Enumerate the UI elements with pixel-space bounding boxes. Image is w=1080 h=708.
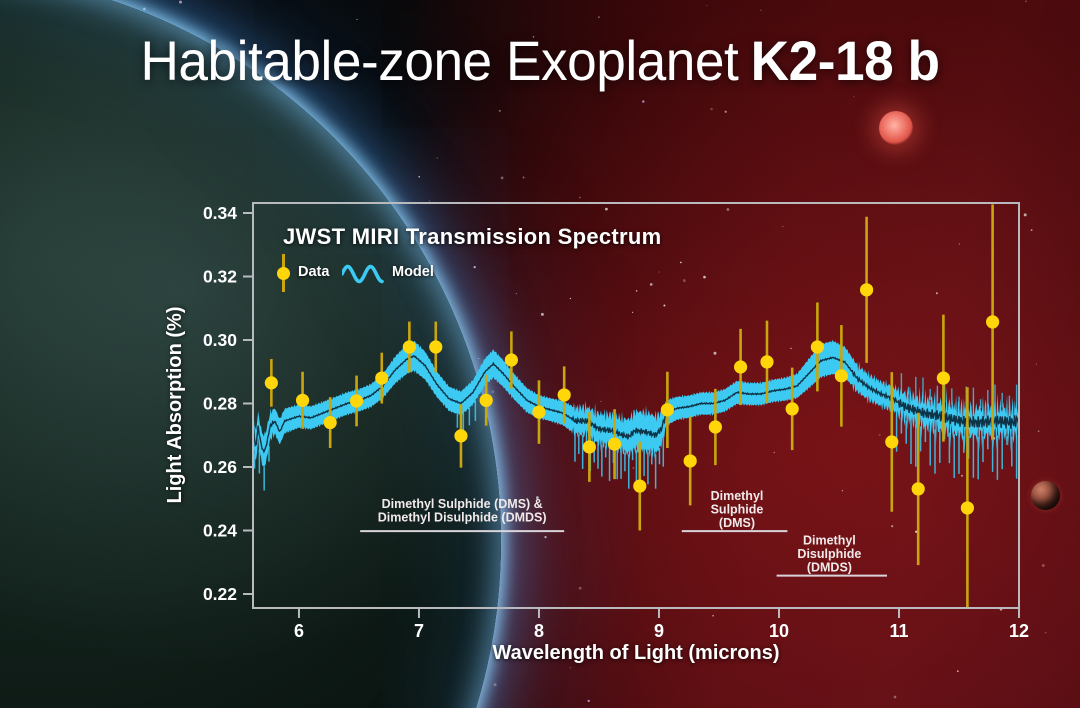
title-regular: Habitable-zone Exoplanet xyxy=(140,29,739,92)
page-title: Habitable-zone Exoplanet K2-18 b xyxy=(27,30,1053,92)
legend-model-squiggle-icon xyxy=(342,264,384,284)
y-axis-label: Light Absorption (%) xyxy=(164,306,186,504)
legend-model-label: Model xyxy=(392,264,434,280)
title-planet-name: K2-18 b xyxy=(750,29,940,92)
small-companion-planet xyxy=(1031,481,1060,510)
chart-legend: Data Model xyxy=(270,252,500,296)
red-dwarf-star xyxy=(879,111,913,145)
x-axis-label: Wavelength of Light (microns) xyxy=(492,642,780,664)
chart-title: JWST MIRI Transmission Spectrum xyxy=(283,224,662,249)
legend-data-label: Data xyxy=(298,264,330,280)
legend-data-point-icon xyxy=(277,267,290,280)
